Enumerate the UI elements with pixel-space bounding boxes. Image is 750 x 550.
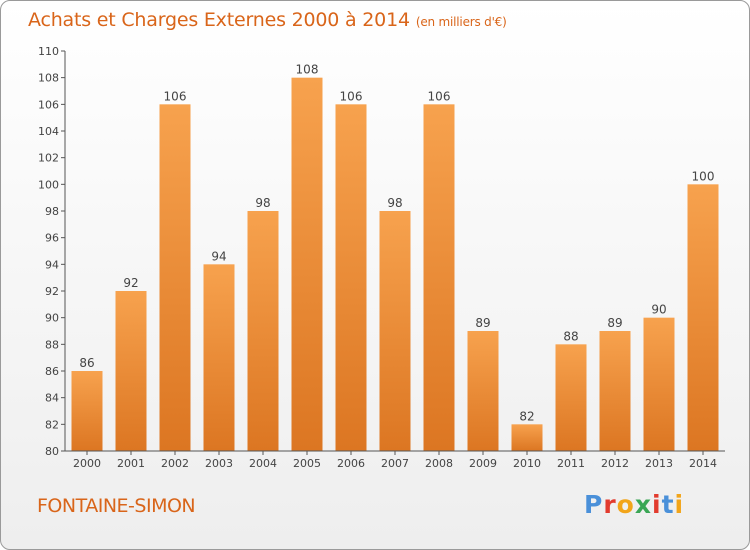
x-tick-label: 2011 (557, 457, 585, 470)
bar-value-label: 108 (296, 63, 319, 77)
logo-letter: i (674, 490, 685, 519)
y-tick-label: 92 (45, 285, 59, 298)
y-tick-label: 100 (38, 178, 59, 191)
x-tick-label: 2007 (381, 457, 409, 470)
bar-value-label: 89 (475, 316, 490, 330)
bar-value-label: 90 (651, 303, 666, 317)
bar-value-label: 106 (340, 89, 363, 103)
bar-value-label: 100 (692, 169, 715, 183)
logo-letter: i (652, 490, 662, 519)
logo-letter: x (634, 490, 652, 519)
y-tick-label: 86 (45, 365, 59, 378)
bar-value-label: 98 (255, 196, 270, 210)
logo-letter: r (603, 490, 617, 519)
bar-2003 (203, 264, 235, 451)
bar-value-label: 82 (519, 409, 534, 423)
bar-2009 (467, 331, 499, 451)
bar-2014 (687, 184, 719, 452)
bar-2007 (379, 211, 411, 451)
bar-2011 (555, 344, 587, 451)
bar-2004 (247, 211, 279, 451)
bar-2006 (335, 104, 367, 451)
bar-2013 (643, 317, 675, 451)
bar-value-label: 92 (123, 276, 138, 290)
logo-letter: o (616, 490, 635, 519)
y-tick-label: 106 (38, 98, 59, 111)
x-tick-label: 2006 (337, 457, 365, 470)
y-tick-label: 80 (45, 445, 59, 458)
y-tick-label: 94 (45, 258, 59, 271)
x-tick-label: 2001 (117, 457, 145, 470)
y-tick-label: 110 (38, 45, 59, 58)
chart-title-text: Achats et Charges Externes 2000 à 2014 (28, 9, 410, 31)
y-tick-label: 96 (45, 232, 59, 245)
bar-value-label: 98 (387, 196, 402, 210)
chart-unit-label: (en milliers d'€) (415, 15, 507, 29)
bar-2000 (71, 371, 103, 451)
bar-2010 (511, 424, 543, 451)
x-tick-label: 2013 (645, 457, 673, 470)
chart-title: Achats et Charges Externes 2000 à 2014 (e… (28, 9, 507, 31)
x-tick-label: 2000 (73, 457, 101, 470)
bar-value-label: 106 (164, 89, 187, 103)
bar-series: 86 92 106 94 98 108 106 98 106 89 82 88 89 90 100 (71, 63, 719, 452)
x-tick-label: 2009 (469, 457, 497, 470)
bar-value-label: 86 (79, 356, 94, 370)
bar-2012 (599, 331, 631, 451)
logo-letter: P (584, 490, 604, 519)
bar-value-label: 94 (211, 249, 226, 263)
x-tick-label: 2004 (249, 457, 277, 470)
bar-value-label: 106 (428, 89, 451, 103)
y-tick-label: 98 (45, 205, 59, 218)
y-tick-label: 82 (45, 418, 59, 431)
bar-2001 (115, 291, 147, 451)
x-tick-label: 2005 (293, 457, 321, 470)
x-tick-label: 2014 (689, 457, 717, 470)
x-tick-label: 2012 (601, 457, 629, 470)
bar-value-label: 89 (607, 316, 622, 330)
y-tick-label: 104 (38, 125, 59, 138)
x-tick-label: 2002 (161, 457, 189, 470)
proxiti-logo: Proxiti (584, 490, 684, 519)
logo-letter: t (661, 490, 675, 519)
y-tick-label: 84 (45, 392, 59, 405)
bar-2005 (291, 77, 323, 452)
x-tick-label: 2010 (513, 457, 541, 470)
y-tick-label: 102 (38, 152, 59, 165)
x-tick-label: 2003 (205, 457, 233, 470)
y-axis: 80 82 84 86 88 90 92 94 96 98 100 102 104 106 108 110 (38, 45, 66, 458)
town-name: FONTAINE-SIMON (37, 495, 196, 517)
y-tick-label: 90 (45, 312, 59, 325)
bar-2008 (423, 104, 455, 451)
y-tick-label: 88 (45, 338, 59, 351)
bar-value-label: 88 (563, 329, 578, 343)
y-tick-label: 108 (38, 72, 59, 85)
x-tick-label: 2008 (425, 457, 453, 470)
x-axis: 2000 2001 2002 2003 2004 2005 2006 2007 2008 2009… (65, 450, 725, 470)
bar-2002 (159, 104, 191, 451)
